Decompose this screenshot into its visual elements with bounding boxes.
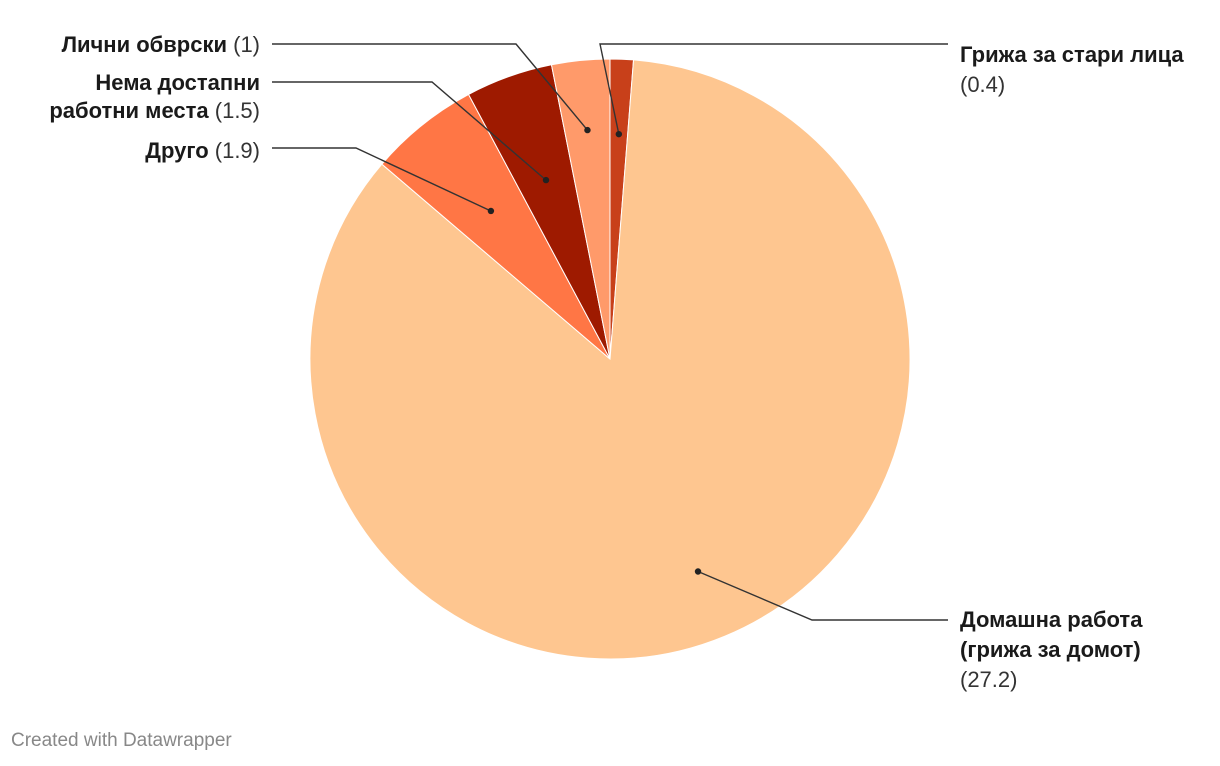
footer-credit[interactable]: Created with Datawrapper [11,730,232,751]
leader-line-лични-обврски [272,43,588,131]
leader-line-друго [272,147,492,212]
slice-label-друго: Друго (1.9) [145,138,260,163]
slice-value-лични-обврски: (1) [227,32,260,57]
slice-value-домашна-работа-грижа-за-домот: (27.2) [960,667,1017,692]
pie-slice-домашна-работа-грижа-за-домот [309,59,911,660]
leader-line-домашна-работа-грижа-за-домот [697,570,948,621]
slice-label-грижа-за-стари-лица: Грижа за стари лица (0.4) [960,42,1184,97]
pie-slices [309,58,911,660]
leader-dot-домашна-работа-грижа-за-домот [694,568,702,575]
slice-label-лични-обврски: Лични обврски (1) [62,32,260,57]
leader-dot-нема-достапни-работни-места [542,176,550,184]
slice-value-грижа-за-стари-лица: (0.4) [960,72,1005,97]
slice-labels: Грижа за стари лица (0.4) Домашна работа (г… [49,32,1184,692]
leader-line-нема-достапни-работни-места [272,81,547,181]
slice-value-друго: (1.9) [209,138,260,163]
leader-lines [272,43,948,621]
slice-value-нема-достапни-работни-места: (1.5) [209,98,260,123]
leader-dot-лични-обврски [584,126,591,134]
leader-line-грижа-за-стари-лица [599,43,948,135]
slice-label-домашна-работа-грижа-за-домот: Домашна работа (грижа за домот) (27.2) [960,607,1143,692]
leader-dot-друго [487,207,495,215]
pie-slice-лични-обврски [550,58,611,360]
leader-dot-грижа-за-стари-лица [615,130,623,138]
slice-label-нема-достапни-работни-места: Нема достапни работни места (1.5) [49,70,260,123]
